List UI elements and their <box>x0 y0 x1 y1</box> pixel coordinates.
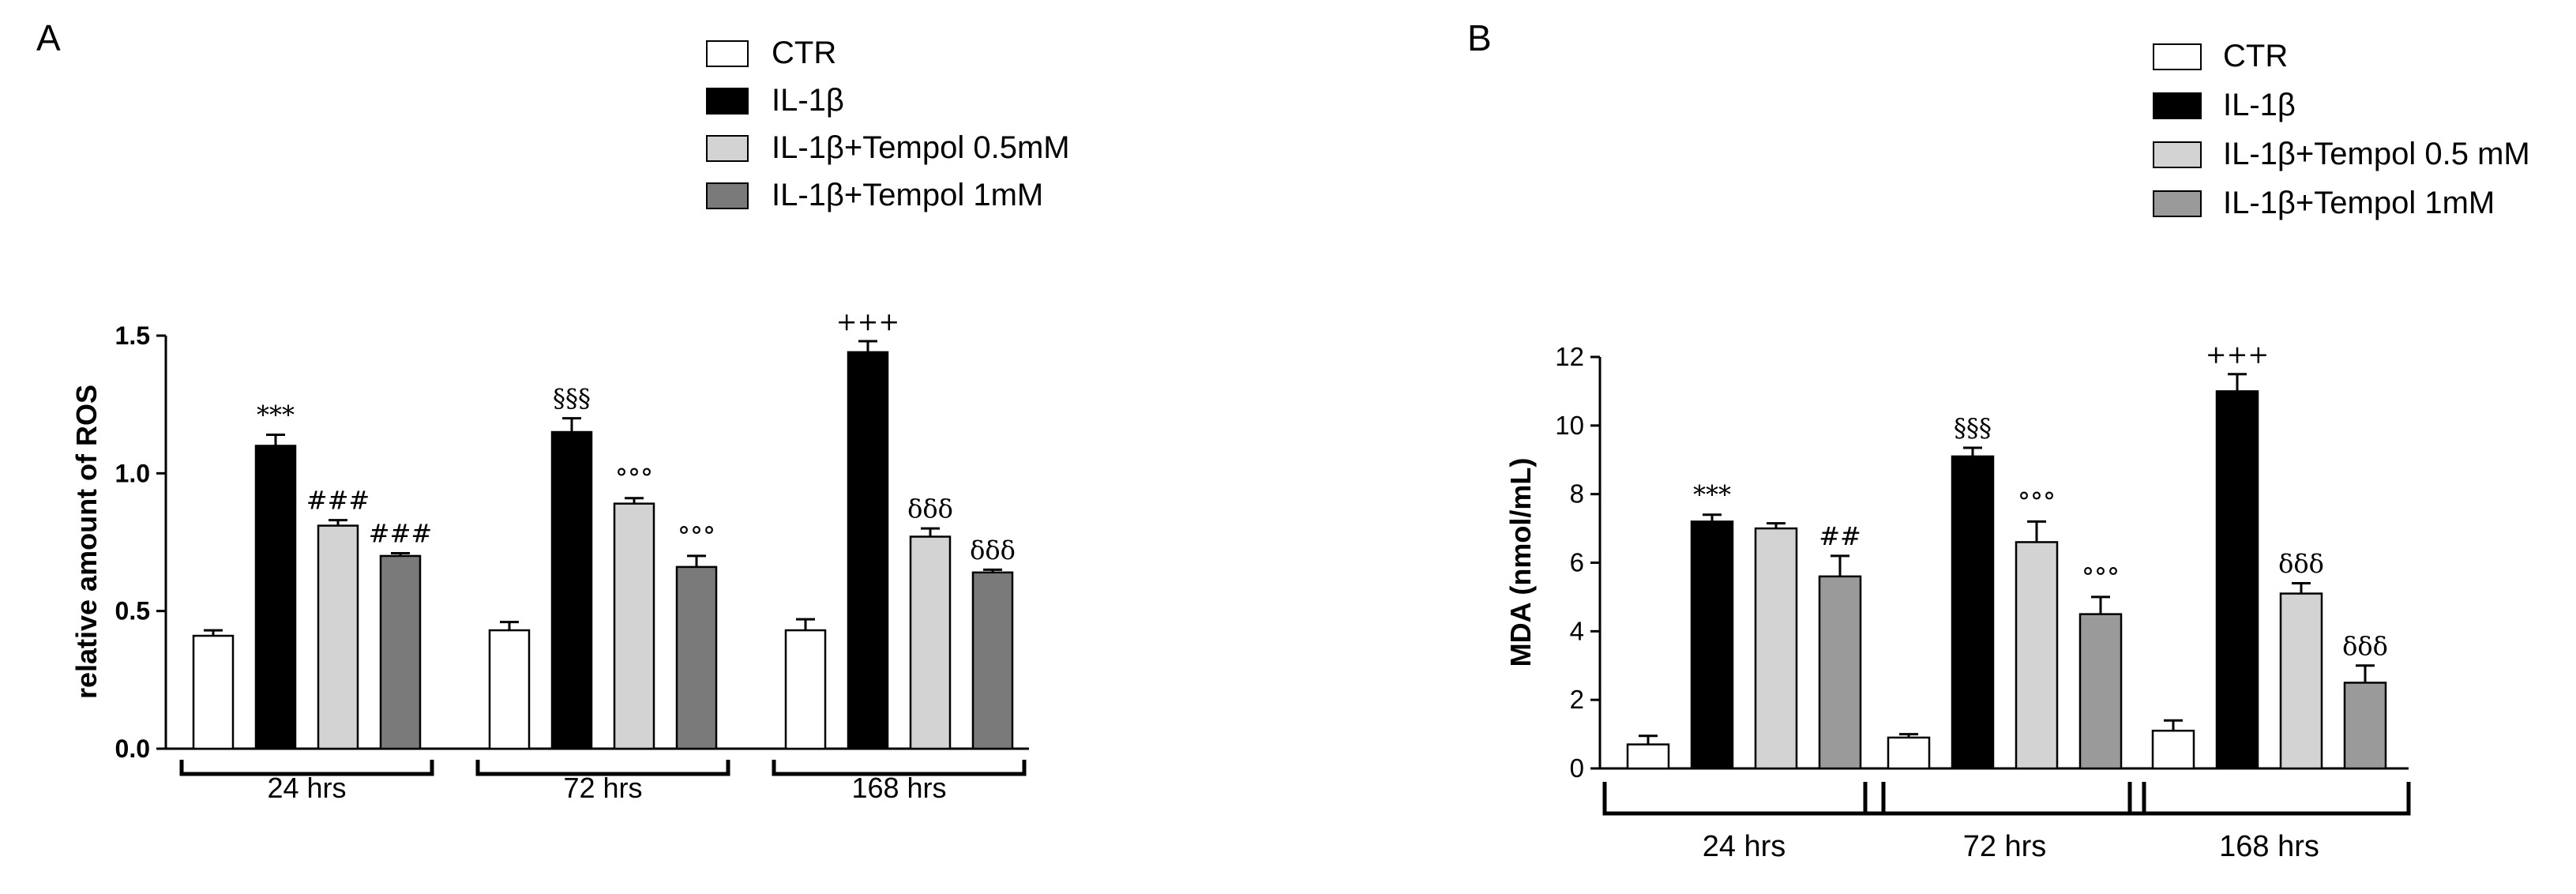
significance-label: *** <box>1693 480 1731 510</box>
bar <box>1690 520 1734 770</box>
significance-label: °°° <box>2082 562 2120 592</box>
legend-label: IL-1β <box>772 83 844 118</box>
bar <box>488 629 531 750</box>
panel-b-letter: B <box>1467 17 1492 58</box>
y-tick-label: 0 <box>1570 753 1584 783</box>
significance-label: +++ <box>2206 340 2269 370</box>
significance-label: §§§ <box>553 384 591 414</box>
significance-label: ### <box>369 518 432 548</box>
y-tick-label: 1.5 <box>115 321 150 350</box>
bar <box>2215 390 2259 770</box>
bar <box>1951 455 1995 770</box>
group-bracket <box>179 760 434 776</box>
panel-a-letter: A <box>36 17 61 58</box>
bar <box>254 445 297 750</box>
legend-swatch <box>2153 92 2202 119</box>
panel-a-chart: CTR IL-1β IL-1β+Tempol 0.5mM IL-1β+Tempol 1… <box>70 36 1070 804</box>
y-tick-label: 10 <box>1555 411 1584 440</box>
bar <box>550 430 593 750</box>
bar <box>317 524 359 750</box>
legend-label: CTR <box>772 36 836 70</box>
legend-swatch <box>706 182 749 209</box>
legend-swatch <box>2153 43 2202 70</box>
significance-label: °°° <box>615 464 653 494</box>
bar <box>784 629 827 750</box>
panel-b-chart: CTR IL-1β IL-1β+Tempol 0.5 mM IL-1β+Tempol … <box>1504 39 2530 863</box>
y-axis-label: MDA (nmol/mL) <box>1504 458 1537 667</box>
bar <box>1818 575 1862 770</box>
y-axis-label: relative amount of ROS <box>70 385 103 699</box>
bar <box>613 502 655 750</box>
y-tick-label: 2 <box>1570 685 1584 714</box>
group-label: 168 hrs <box>2219 830 2319 863</box>
y-tick-label: 8 <box>1570 479 1584 509</box>
group-bracket <box>1602 782 1886 816</box>
significance-label: δδδ <box>907 494 953 524</box>
legend-label: IL-1β+Tempol 1mM <box>772 178 1043 212</box>
group-label: 72 hrs <box>1963 830 2047 863</box>
legend-swatch <box>2153 190 2202 217</box>
bar <box>2078 613 2123 770</box>
group-bracket <box>1863 782 2146 816</box>
significance-label: δδδ <box>970 535 1016 565</box>
significance-label: +++ <box>836 306 899 336</box>
group-label: 24 hrs <box>1703 830 1786 863</box>
y-tick-label: 12 <box>1555 342 1584 371</box>
y-tick-label: 4 <box>1570 616 1584 645</box>
bar <box>2015 541 2059 770</box>
y-tick-label: 0.5 <box>115 597 150 625</box>
legend-label: IL-1β+Tempol 0.5 mM <box>2223 137 2530 171</box>
legend-swatch <box>706 88 749 115</box>
significance-label: *** <box>257 400 295 430</box>
bar <box>379 554 422 750</box>
bar <box>1887 736 1931 770</box>
y-tick-label: 0.0 <box>115 734 150 763</box>
legend-label: IL-1β+Tempol 0.5mM <box>772 130 1070 165</box>
bar <box>1626 743 1670 770</box>
legend-label: IL-1β <box>2223 88 2296 122</box>
legend-label: IL-1β+Tempol 1mM <box>2223 186 2495 220</box>
significance-label: ### <box>306 486 370 516</box>
significance-label: δδδ <box>2278 549 2324 579</box>
bar <box>909 535 952 750</box>
y-tick-label: 1.0 <box>115 459 150 487</box>
legend-swatch <box>706 135 749 162</box>
bar <box>1754 527 1798 770</box>
bar <box>971 571 1014 750</box>
significance-label: °°° <box>2018 486 2056 516</box>
bar <box>192 634 235 750</box>
significance-label: ## <box>1819 521 1861 551</box>
group-bracket <box>2127 782 2411 816</box>
y-tick-label: 6 <box>1570 548 1584 577</box>
bar <box>2279 592 2323 770</box>
group-label: 168 hrs <box>851 772 946 804</box>
group-label: 24 hrs <box>267 772 346 804</box>
group-label: 72 hrs <box>563 772 642 804</box>
legend-swatch <box>706 40 749 67</box>
significance-label: δδδ <box>2342 631 2388 661</box>
significance-label: °°° <box>678 521 715 551</box>
group-bracket <box>475 760 730 776</box>
bar <box>2343 682 2387 770</box>
bar <box>2151 729 2195 770</box>
significance-label: §§§ <box>1954 413 1992 443</box>
group-bracket <box>772 760 1027 776</box>
legend-swatch <box>2153 141 2202 168</box>
bar <box>675 565 718 750</box>
bar <box>847 351 889 750</box>
legend-label: CTR <box>2223 39 2288 73</box>
